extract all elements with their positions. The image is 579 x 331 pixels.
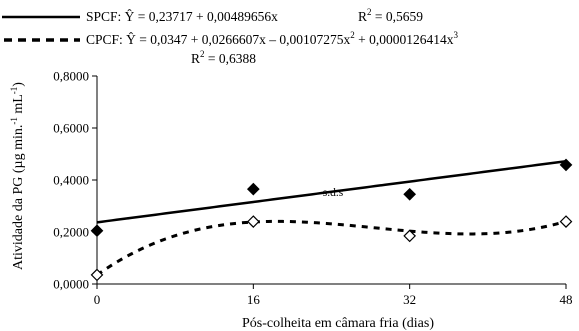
fit-line-cpcf: [96, 219, 567, 277]
y-axis-title: Atividade da PG (µg min.-1 mL-1): [9, 82, 26, 270]
legend: SPCF: Ŷ = 0,23717 + 0,00489656x R2 = 0,5…: [2, 7, 459, 66]
point-spcf: [246, 182, 260, 196]
point-cpcf: [246, 215, 260, 228]
legend-equation-spcf: SPCF: Ŷ = 0,23717 + 0,00489656x: [86, 9, 278, 24]
x-tick-label: 48: [560, 292, 573, 307]
point-spcf: [90, 224, 104, 238]
point-spcf: [559, 158, 573, 172]
y-tick-label: 0,0000: [53, 277, 89, 292]
fitted-curves: [96, 159, 567, 277]
x-ticks: 0 16 32 48: [94, 284, 573, 307]
fit-line-spcf: [96, 159, 567, 224]
y-tick-label: 0,8000: [53, 69, 89, 84]
y-tick-label: 0,2000: [53, 225, 89, 240]
y-tick-label: 0,6000: [53, 121, 89, 136]
data-points: [90, 158, 573, 282]
y-ticks: 0,0000 0,2000 0,4000 0,6000 0,8000: [53, 69, 97, 292]
x-axis-title: Pós-colheita em câmara fria (dias): [242, 316, 434, 331]
legend-r2-spcf: R2 = 0,5659: [358, 7, 423, 24]
y-tick-label: 0,4000: [53, 173, 89, 188]
point-spcf: [403, 187, 417, 201]
legend-r2-cpcf: R2 = 0,6388: [191, 49, 256, 66]
legend-equation-cpcf: CPCF: Ŷ = 0,0347 + 0,0266607x – 0,001072…: [86, 30, 459, 47]
axes: 0,0000 0,2000 0,4000 0,6000 0,8000 0 16 32 48: [53, 69, 572, 308]
point-cpcf: [403, 229, 417, 243]
point-cpcf: [559, 215, 573, 228]
x-tick-label: 32: [403, 292, 416, 307]
x-tick-label: 16: [247, 292, 261, 307]
x-tick-label: 0: [94, 292, 101, 307]
point-cpcf: [90, 268, 104, 282]
